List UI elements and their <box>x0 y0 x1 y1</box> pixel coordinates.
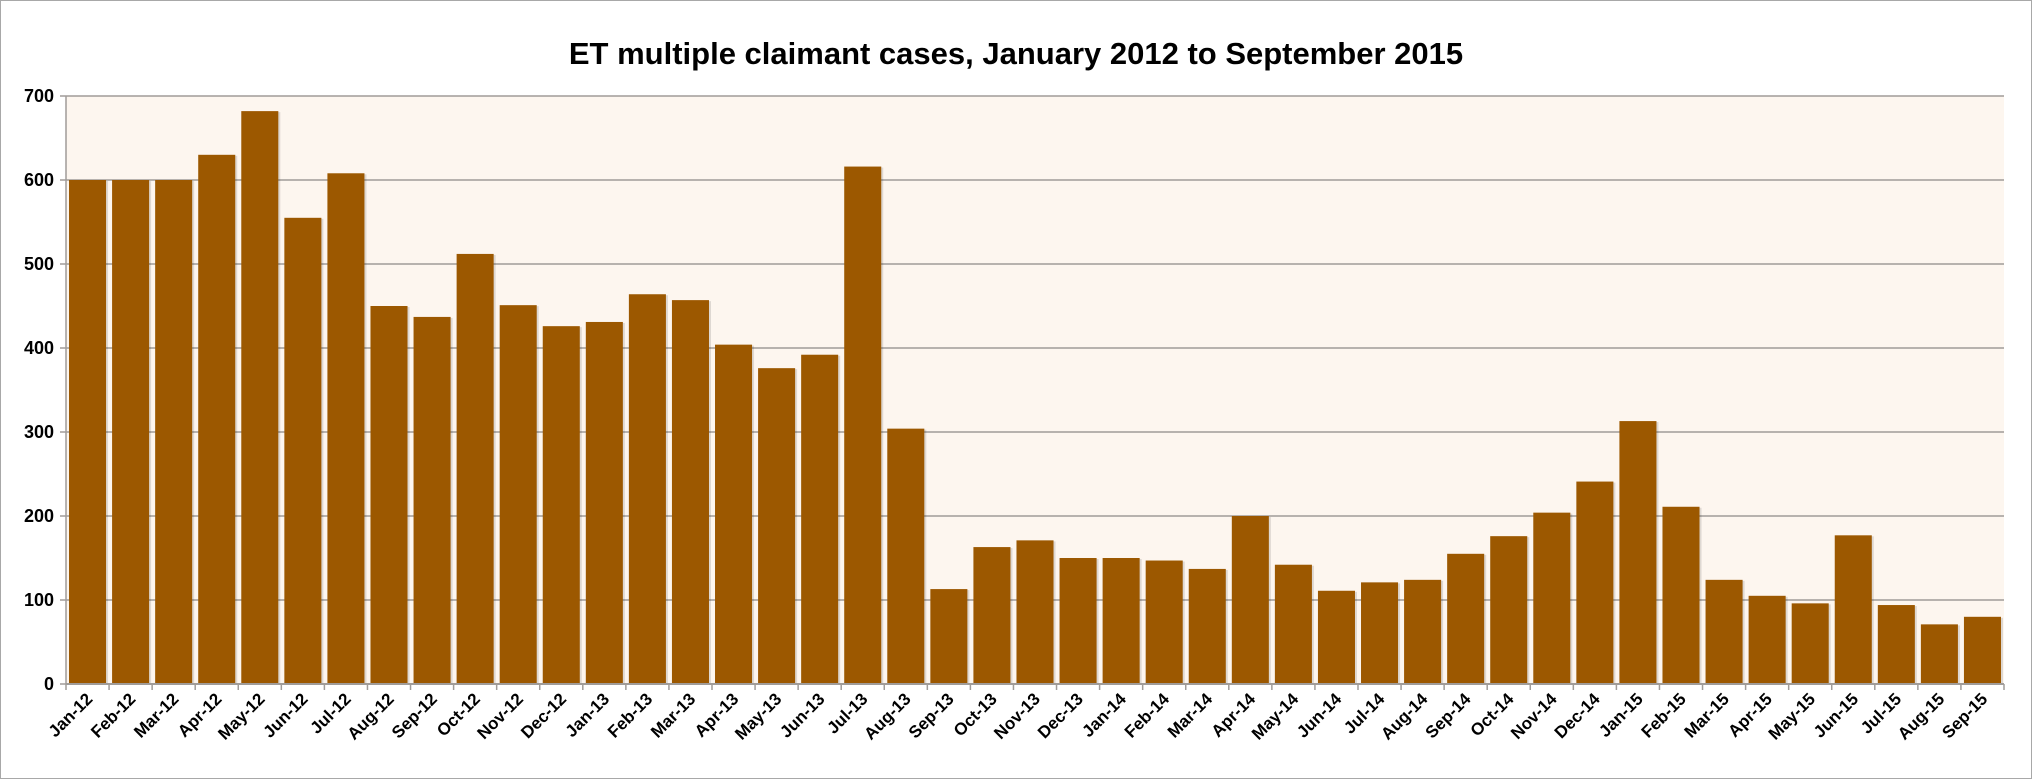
bar-Aug-14 <box>1404 579 1442 684</box>
bar-Apr-14 <box>1231 516 1269 684</box>
y-axis-ticks: 0 100 200 300 400 500 600 700 <box>24 86 54 694</box>
chart-title: ET multiple claimant cases, January 2012… <box>569 36 1463 71</box>
bar-Feb-14 <box>1145 560 1183 684</box>
x-tick-label: Dec-14 <box>1551 689 1604 742</box>
bar-Feb-12 <box>112 180 150 684</box>
bar-Jan-12 <box>69 180 107 684</box>
x-tick-label: Feb-12 <box>87 689 139 741</box>
bar-Mar-12 <box>155 180 193 684</box>
bar-Sep-15 <box>1963 616 2001 684</box>
x-axis-ticks: Jan-12Feb-12Mar-12Apr-12May-12Jun-12Jul-… <box>45 689 1991 744</box>
bar-Jun-13 <box>801 354 839 684</box>
bar-Oct-12 <box>456 253 494 685</box>
x-tick-label: Aug-12 <box>344 689 398 743</box>
x-tick-label: Jun-15 <box>1810 689 1862 741</box>
x-tick-label: Mar-12 <box>130 689 182 741</box>
bar-Sep-14 <box>1447 553 1485 684</box>
y-tick-label: 200 <box>24 506 54 526</box>
x-tick-label: Jun-12 <box>260 689 312 741</box>
bars <box>69 111 2003 685</box>
bar-May-13 <box>758 368 796 684</box>
bar-Mar-14 <box>1188 568 1226 684</box>
x-tick-label: Aug-14 <box>1377 689 1432 744</box>
bar-Jul-15 <box>1877 605 1915 684</box>
bar-Feb-15 <box>1662 506 1700 684</box>
x-tick-label: Jan-12 <box>45 689 97 741</box>
axes <box>65 96 2005 690</box>
x-tick-label: May-12 <box>214 689 268 743</box>
bar-Oct-13 <box>973 547 1011 684</box>
x-tick-label: Jun-14 <box>1293 689 1346 742</box>
bar-Dec-12 <box>542 326 580 684</box>
y-tick-label: 500 <box>24 254 54 274</box>
bar-Jul-12 <box>327 173 365 684</box>
x-tick-label: Sep-15 <box>1938 689 1991 742</box>
bar-Apr-12 <box>198 154 236 685</box>
bar-May-15 <box>1791 603 1829 684</box>
x-tick-label: Sep-12 <box>388 689 441 742</box>
y-tick-label: 300 <box>24 422 54 442</box>
x-tick-label: Nov-12 <box>474 689 528 743</box>
x-tick-label: Aug-15 <box>1894 689 1948 743</box>
bar-Aug-13 <box>887 428 925 684</box>
x-tick-label: Feb-13 <box>604 689 656 741</box>
x-tick-label: May-14 <box>1248 689 1303 744</box>
x-tick-label: Sep-13 <box>905 689 958 742</box>
bar-Jan-14 <box>1102 558 1140 684</box>
bar-Nov-14 <box>1533 512 1571 684</box>
x-tick-label: May-15 <box>1765 689 1819 743</box>
x-tick-label: Mar-13 <box>647 689 699 741</box>
x-tick-label: Feb-15 <box>1638 689 1690 741</box>
bar-Jul-13 <box>844 166 882 684</box>
x-tick-label: Jan-13 <box>562 689 614 741</box>
y-tick-label: 100 <box>24 590 54 610</box>
x-tick-label: Aug-13 <box>860 689 914 743</box>
bar-Aug-12 <box>370 306 408 684</box>
bar-Jun-12 <box>284 217 322 685</box>
y-tick-label: 400 <box>24 338 54 358</box>
bar-Mar-15 <box>1705 579 1743 684</box>
x-tick-label: Mar-15 <box>1681 689 1733 741</box>
bar-Apr-13 <box>715 344 753 684</box>
bar-Dec-14 <box>1576 481 1614 684</box>
bar-Sep-12 <box>413 316 451 684</box>
bar-Oct-14 <box>1490 536 1528 684</box>
y-tick-label: 0 <box>44 674 54 694</box>
x-tick-label: Dec-13 <box>1034 689 1087 742</box>
x-tick-label: Sep-14 <box>1422 689 1475 742</box>
x-tick-label: Jun-13 <box>776 689 828 741</box>
bar-May-14 <box>1274 564 1312 684</box>
bar-Apr-15 <box>1748 595 1786 684</box>
bar-Jan-13 <box>585 321 623 684</box>
x-tick-label: Feb-14 <box>1121 689 1174 742</box>
x-tick-label: Nov-13 <box>990 689 1044 743</box>
bar-Jun-15 <box>1834 535 1872 684</box>
x-tick-label: Mar-14 <box>1164 689 1217 742</box>
bar-Jan-15 <box>1619 421 1657 684</box>
bar-Aug-15 <box>1920 624 1958 684</box>
x-tick-label: Dec-12 <box>517 689 570 742</box>
bar-Sep-13 <box>930 589 968 684</box>
bar-Dec-13 <box>1059 558 1097 684</box>
bar-Jul-14 <box>1361 582 1399 684</box>
y-tick-label: 600 <box>24 170 54 190</box>
bar-Nov-12 <box>499 305 537 684</box>
x-tick-label: Jan-15 <box>1595 689 1647 741</box>
x-tick-label: Nov-14 <box>1507 689 1561 743</box>
y-tick-label: 700 <box>24 86 54 106</box>
bar-Jun-14 <box>1317 590 1355 684</box>
x-tick-label: Jan-14 <box>1078 689 1130 741</box>
bar-May-12 <box>241 111 279 685</box>
bar-Nov-13 <box>1016 540 1054 684</box>
x-tick-label: May-13 <box>731 689 785 743</box>
bar-Feb-13 <box>628 294 666 684</box>
bar-Mar-13 <box>671 300 709 684</box>
